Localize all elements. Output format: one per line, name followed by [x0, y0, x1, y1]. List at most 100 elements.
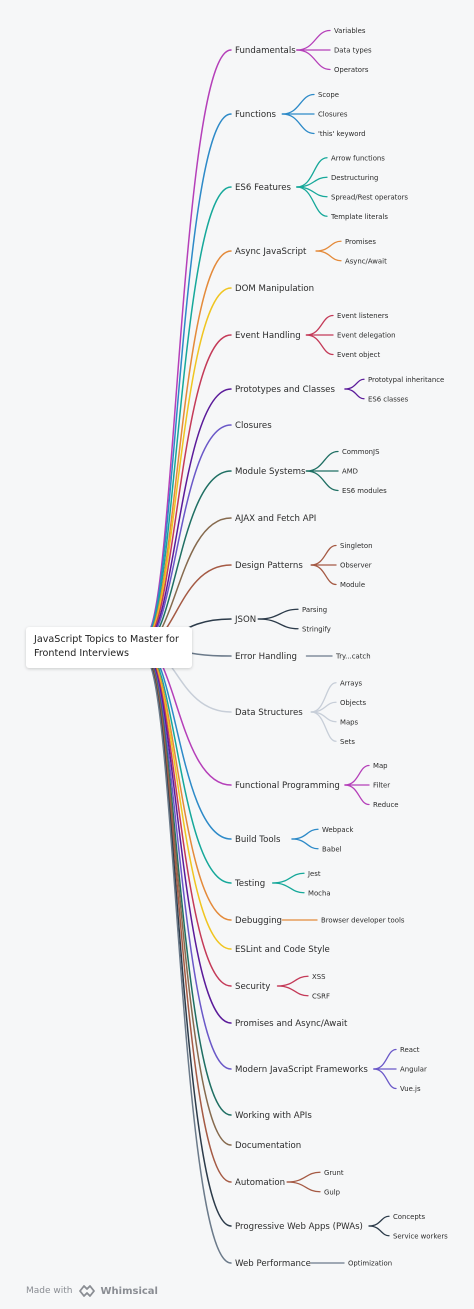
- topic-design-patterns[interactable]: Design Patterns: [235, 561, 303, 571]
- branch-connector-modern-javascript-frameworks: [144, 653, 232, 1070]
- leaf-webpack[interactable]: Webpack: [322, 826, 353, 834]
- topic-ajax-and-fetch-api[interactable]: AJAX and Fetch API: [235, 514, 316, 524]
- leaf-event-object[interactable]: Event object: [337, 351, 380, 359]
- leaf-amd[interactable]: AMD: [342, 468, 358, 476]
- leaf-connector: [281, 113, 315, 135]
- leaf-parsing[interactable]: Parsing: [302, 606, 327, 614]
- topic-security[interactable]: Security: [235, 982, 270, 992]
- leaf-connector: [305, 470, 339, 492]
- leaf-es6-modules[interactable]: ES6 modules: [342, 487, 387, 495]
- leaf-connector: [344, 764, 370, 786]
- topic-progressive-web-apps-pwas[interactable]: Progressive Web Apps (PWAs): [235, 1222, 363, 1232]
- topic-functional-programming[interactable]: Functional Programming: [235, 781, 340, 791]
- leaf-objects[interactable]: Objects: [340, 699, 366, 707]
- leaf-this-keyword[interactable]: 'this' keyword: [318, 130, 366, 138]
- leaf-try-catch[interactable]: Try...catch: [335, 653, 371, 661]
- branch-connector-async-javascript: [144, 250, 232, 639]
- topic-prototypes-and-classes[interactable]: Prototypes and Classes: [235, 385, 335, 395]
- leaf-singleton[interactable]: Singleton: [340, 542, 372, 550]
- leaf-connector: [286, 1171, 321, 1183]
- topic-async-javascript[interactable]: Async JavaScript: [235, 247, 307, 257]
- leaf-connector: [368, 1215, 390, 1227]
- leaf-connector: [296, 49, 331, 71]
- topic-json[interactable]: JSON: [234, 615, 256, 625]
- leaf-spread-rest-operators[interactable]: Spread/Rest operators: [331, 193, 408, 201]
- leaf-observer[interactable]: Observer: [340, 562, 372, 570]
- leaf-promises[interactable]: Promises: [345, 238, 376, 246]
- topic-build-tools[interactable]: Build Tools: [235, 835, 281, 845]
- leaf-data-types[interactable]: Data types: [334, 47, 372, 55]
- branch-connector-web-performance: [144, 657, 232, 1264]
- topic-documentation[interactable]: Documentation: [235, 1141, 301, 1151]
- topic-event-handling[interactable]: Event Handling: [235, 331, 301, 341]
- leaf-es6-classes[interactable]: ES6 classes: [368, 395, 409, 403]
- footer-made-with[interactable]: Made with Whimsical: [26, 1284, 158, 1298]
- leaf-connector: [257, 618, 299, 630]
- root-node[interactable]: JavaScript Topics to Master for Frontend…: [26, 627, 192, 668]
- leaf-connector: [315, 250, 342, 262]
- leaf-arrays[interactable]: Arrays: [340, 679, 363, 687]
- leaf-connector: [310, 544, 337, 566]
- leaf-service-workers[interactable]: Service workers: [393, 1232, 448, 1240]
- leaf-vue-js[interactable]: Vue.js: [400, 1085, 421, 1093]
- topic-web-performance[interactable]: Web Performance: [235, 1259, 311, 1269]
- leaf-connector: [272, 872, 305, 884]
- leaf-event-delegation[interactable]: Event delegation: [337, 332, 396, 340]
- topic-closures[interactable]: Closures: [235, 421, 272, 431]
- leaf-operators[interactable]: Operators: [334, 66, 369, 74]
- branch-connector-functions: [144, 113, 232, 637]
- topic-data-structures[interactable]: Data Structures: [235, 708, 303, 718]
- leaf-optimization[interactable]: Optimization: [348, 1260, 392, 1268]
- branch-connector-security: [144, 651, 232, 987]
- branch-connector-es6-features: [144, 186, 232, 638]
- topic-error-handling[interactable]: Error Handling: [235, 652, 297, 662]
- leaf-destructuring[interactable]: Destructuring: [331, 174, 378, 182]
- leaf-connector: [281, 93, 315, 115]
- leaf-stringify[interactable]: Stringify: [302, 625, 331, 633]
- leaf-map[interactable]: Map: [373, 762, 388, 770]
- topic-modern-javascript-frameworks[interactable]: Modern JavaScript Frameworks: [235, 1065, 368, 1075]
- leaf-sets[interactable]: Sets: [340, 738, 355, 746]
- leaf-jest[interactable]: Jest: [307, 870, 321, 878]
- topic-functions[interactable]: Functions: [235, 110, 277, 120]
- leaf-variables[interactable]: Variables: [334, 27, 366, 35]
- leaf-angular[interactable]: Angular: [400, 1066, 427, 1074]
- footer-brand: Whimsical: [100, 1285, 158, 1297]
- leaf-concepts[interactable]: Concepts: [393, 1213, 425, 1221]
- leaf-connector: [305, 450, 339, 472]
- topic-dom-manipulation[interactable]: DOM Manipulation: [235, 284, 314, 294]
- leaf-commonjs[interactable]: CommonJS: [342, 448, 379, 456]
- leaf-connector: [315, 240, 342, 252]
- leaf-prototypal-inheritance[interactable]: Prototypal inheritance: [368, 376, 444, 384]
- leaf-csrf[interactable]: CSRF: [312, 992, 330, 1000]
- leaf-gulp[interactable]: Gulp: [324, 1188, 340, 1196]
- topic-debugging[interactable]: Debugging: [235, 916, 282, 926]
- leaf-scope[interactable]: Scope: [318, 91, 339, 99]
- topic-module-systems[interactable]: Module Systems: [235, 467, 306, 477]
- leaf-grunt[interactable]: Grunt: [324, 1169, 344, 1177]
- leaf-connector: [373, 1068, 397, 1090]
- topic-promises-and-async-await[interactable]: Promises and Async/Await: [235, 1019, 348, 1029]
- leaf-closures[interactable]: Closures: [318, 111, 348, 119]
- leaf-module[interactable]: Module: [340, 581, 365, 589]
- leaf-filter[interactable]: Filter: [373, 782, 390, 790]
- leaf-xss[interactable]: XSS: [312, 973, 325, 981]
- leaf-browser-developer-tools[interactable]: Browser developer tools: [321, 917, 405, 925]
- leaf-async-await[interactable]: Async/Await: [345, 257, 387, 265]
- leaf-babel[interactable]: Babel: [322, 845, 342, 853]
- leaf-connector: [286, 1181, 321, 1193]
- leaf-mocha[interactable]: Mocha: [308, 889, 331, 897]
- leaf-connector: [344, 784, 370, 806]
- leaf-event-listeners[interactable]: Event listeners: [337, 312, 389, 320]
- leaf-arrow-functions[interactable]: Arrow functions: [331, 154, 385, 162]
- leaf-react[interactable]: React: [400, 1046, 420, 1054]
- leaf-reduce[interactable]: Reduce: [373, 801, 399, 809]
- topic-es6-features[interactable]: ES6 Features: [235, 183, 292, 193]
- topic-testing[interactable]: Testing: [234, 879, 265, 889]
- topic-automation[interactable]: Automation: [235, 1178, 285, 1188]
- topic-working-with-apis[interactable]: Working with APIs: [235, 1111, 312, 1121]
- topic-fundamentals[interactable]: Fundamentals: [235, 46, 296, 56]
- leaf-maps[interactable]: Maps: [340, 718, 359, 726]
- topic-eslint-and-code-style[interactable]: ESLint and Code Style: [235, 945, 330, 955]
- leaf-template-literals[interactable]: Template literals: [330, 213, 388, 221]
